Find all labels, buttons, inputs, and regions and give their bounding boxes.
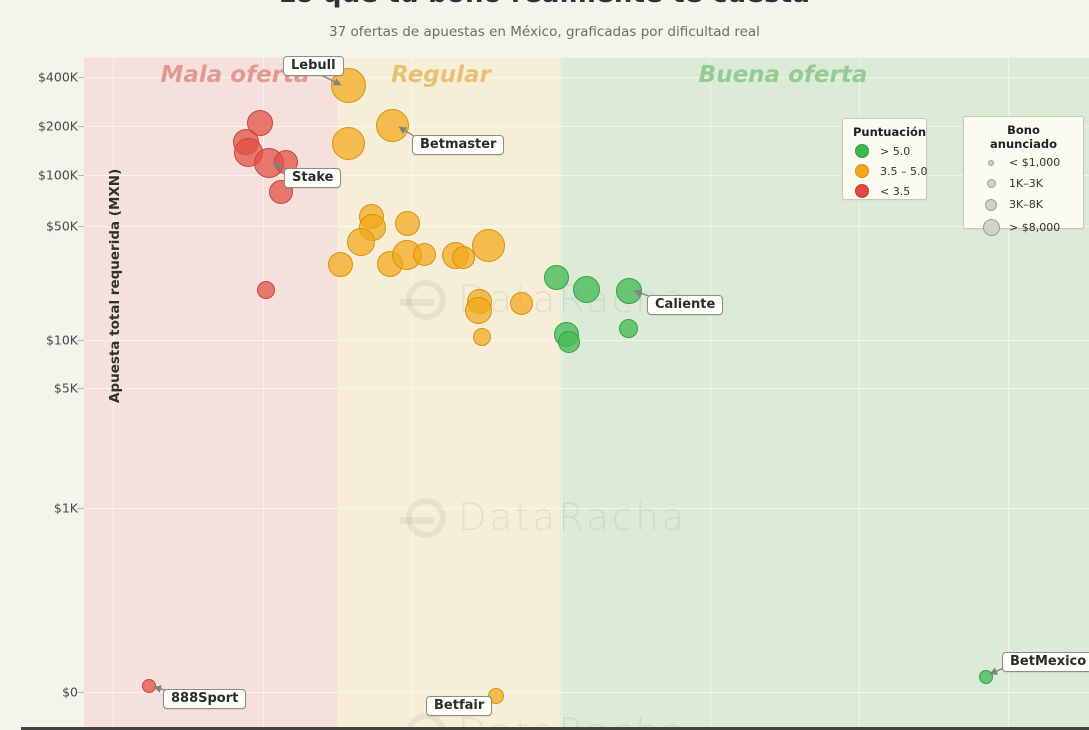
legend-size-label: 3K–8K — [1009, 198, 1043, 211]
bubble[interactable] — [543, 264, 569, 290]
gridline-horizontal — [84, 692, 1089, 693]
legend-size-label: < $1,000 — [1009, 156, 1061, 169]
gridline-horizontal — [84, 77, 1089, 78]
legend-size-label: > $8,000 — [1009, 221, 1061, 234]
y-axis-title: Apuesta total requerida (MXN) — [107, 168, 124, 403]
legend-score-title: Puntuación — [853, 125, 927, 139]
gridline-vertical — [113, 58, 114, 730]
zone-regular — [337, 58, 560, 730]
y-tick-label: $5K — [53, 380, 78, 396]
bubble[interactable] — [331, 126, 365, 160]
y-tick-mark — [78, 340, 84, 341]
legend-size-item: 3K–8K — [982, 198, 1075, 211]
gridline-horizontal — [84, 226, 1089, 227]
score-swatch-icon — [855, 184, 869, 198]
bubble[interactable] — [558, 331, 580, 353]
gridline-horizontal — [84, 388, 1089, 389]
legend-size-item: 1K–3K — [982, 177, 1075, 190]
legend-score-item: > 5.0 — [853, 144, 918, 158]
legend-score-label: 3.5 – 5.0 — [880, 164, 928, 178]
gridline-vertical — [412, 58, 413, 730]
chart-subtitle: 37 ofertas de apuestas en México, grafic… — [329, 24, 760, 40]
bubble[interactable] — [572, 275, 600, 303]
annotation-stake: Stake — [284, 168, 342, 188]
size-swatch-icon — [982, 219, 1000, 236]
bubble[interactable] — [347, 228, 375, 256]
bubble[interactable] — [618, 318, 638, 338]
bubble[interactable] — [464, 296, 492, 324]
y-tick-label: $50K — [45, 218, 78, 234]
size-swatch-icon — [985, 198, 997, 211]
bubble[interactable] — [509, 291, 533, 315]
gridline-horizontal — [84, 175, 1089, 176]
y-tick-label: $400K — [37, 69, 78, 85]
gridline-horizontal — [84, 340, 1089, 341]
legend-size: Bono anunciado < $1,000 1K–3K 3K–8K > $8,00… — [963, 116, 1084, 236]
gridline-vertical — [710, 58, 711, 730]
legend-size-title: Bono anunciado — [990, 123, 1057, 151]
score-swatch-icon — [855, 164, 869, 178]
bubble-betmaster[interactable] — [375, 108, 409, 142]
gridline-vertical — [263, 58, 264, 730]
y-tick-mark — [78, 692, 84, 693]
bubble-betmexico[interactable] — [979, 670, 993, 684]
bubble[interactable] — [394, 210, 420, 236]
bubble[interactable] — [327, 251, 353, 277]
y-tick-mark — [78, 388, 84, 389]
y-tick-label: $0 — [62, 684, 78, 700]
bubble-888sport[interactable] — [142, 679, 156, 693]
legend-size-label: 1K–3K — [1009, 177, 1043, 190]
y-tick-label: $10K — [45, 332, 78, 348]
y-tick-label: $200K — [37, 118, 78, 134]
gridline-vertical — [1008, 58, 1009, 730]
size-swatch-icon — [988, 159, 994, 166]
annotation-betmaster: Betmaster — [412, 135, 505, 155]
legend-score-label: < 3.5 — [880, 184, 911, 198]
y-tick-mark — [78, 77, 84, 78]
legend-score-label: > 5.0 — [880, 144, 911, 158]
annotation-betfair: Betfair — [426, 696, 493, 716]
bubble[interactable] — [257, 281, 275, 299]
y-tick-label: $1K — [53, 500, 78, 516]
legend-score-item: < 3.5 — [853, 184, 918, 198]
bubble-caliente[interactable] — [616, 278, 642, 304]
bubble[interactable] — [412, 242, 436, 266]
zone-label-regular: Regular — [391, 62, 491, 88]
bubble[interactable] — [451, 245, 475, 269]
annotation-lebull: Lebull — [283, 56, 344, 76]
gridline-vertical — [859, 58, 860, 730]
y-tick-mark — [78, 175, 84, 176]
zone-label-buena-oferta: Buena oferta — [698, 62, 868, 88]
gridline-horizontal — [84, 126, 1089, 127]
gridline-horizontal — [84, 508, 1089, 509]
legend-size-item: < $1,000 — [982, 156, 1075, 169]
size-swatch-icon — [986, 179, 996, 188]
y-tick-mark — [78, 126, 84, 127]
annotation-888sport: 888Sport — [163, 689, 247, 709]
annotation-caliente: Caliente — [647, 295, 724, 315]
bubble[interactable] — [471, 228, 505, 262]
bubble[interactable] — [473, 328, 491, 346]
chart-title: Lo que tu bono realmente te cuesta — [0, 0, 1089, 7]
y-tick-label: $100K — [37, 167, 78, 183]
legend-score: Puntuación > 5.0 3.5 – 5.0 < 3.5 — [842, 118, 927, 200]
annotation-betmexico: BetMexico — [1002, 652, 1089, 672]
gridline-vertical — [561, 58, 562, 730]
y-tick-mark — [78, 508, 84, 509]
legend-score-item: 3.5 – 5.0 — [853, 164, 927, 178]
bottom-edge-strip — [21, 727, 1089, 730]
y-tick-mark — [78, 226, 84, 227]
legend-size-item: > $8,000 — [982, 219, 1075, 236]
score-swatch-icon — [855, 144, 869, 158]
plot-area: DataRacha DataRacha DataRacha Mala ofert… — [84, 58, 1089, 730]
